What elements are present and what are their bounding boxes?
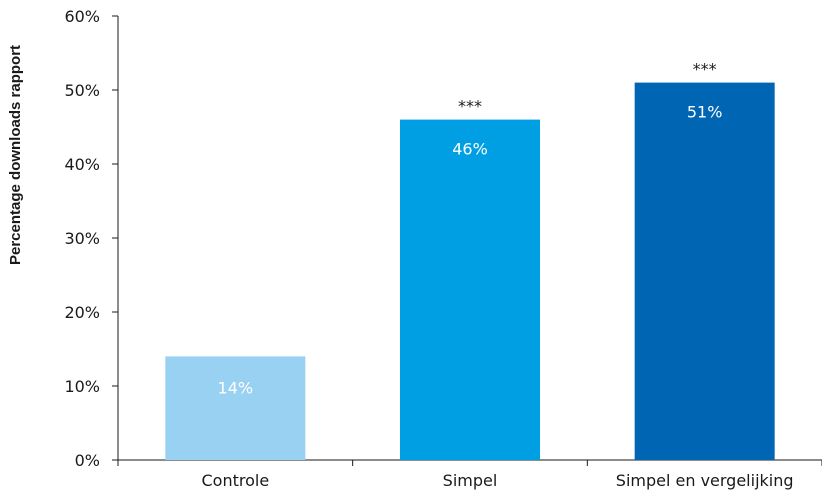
bar-1 — [165, 356, 306, 460]
y-tick-label: 0% — [75, 451, 100, 470]
category-labels: Controle Simpel Simpel en vergelijking — [201, 471, 793, 490]
bar-2 — [400, 119, 540, 460]
significance-marker: *** — [693, 60, 717, 79]
value-labels: 14% 46% 51% — [218, 103, 723, 398]
y-tick-label: 40% — [64, 155, 100, 174]
y-tick-label: 30% — [64, 229, 100, 248]
y-tick-label: 50% — [64, 81, 100, 100]
category-label: Simpel en vergelijking — [616, 471, 794, 490]
y-tick-label: 60% — [64, 7, 100, 26]
y-tick-label: 10% — [64, 377, 100, 396]
significance-labels: *** *** — [458, 60, 717, 116]
bar-value-label: 14% — [218, 378, 254, 397]
x-axis-ticks — [117, 460, 822, 466]
y-axis-ticks: 0% 10% 20% 30% 40% 50% 60% — [64, 7, 118, 470]
bar-value-label: 51% — [687, 103, 723, 122]
category-label: Simpel — [443, 471, 498, 490]
bars — [165, 82, 775, 460]
y-tick-label: 20% — [64, 303, 100, 322]
significance-marker: *** — [458, 97, 482, 116]
bar-3 — [634, 82, 775, 460]
bar-value-label: 46% — [452, 140, 488, 159]
category-label: Controle — [201, 471, 269, 490]
y-axis-title: Percentage downloads rapport — [7, 45, 24, 265]
